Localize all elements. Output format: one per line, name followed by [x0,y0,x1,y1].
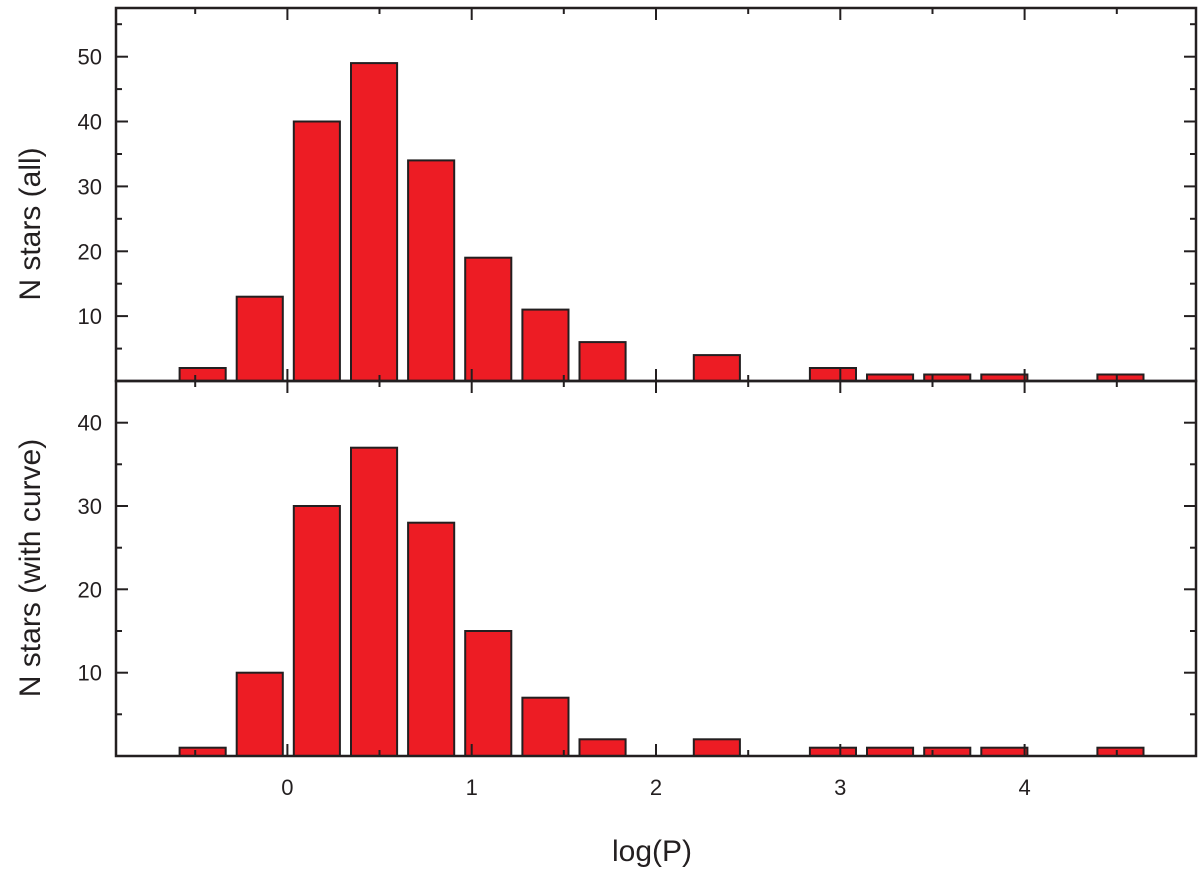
x-tick-label: 2 [650,775,662,800]
panel-bottom: 10 20 30 40 N stars (with curve) [14,379,1198,758]
bar-top-6 [521,308,570,383]
bar-top-7 [578,341,627,383]
bar-top-8 [692,354,741,383]
bars-top [178,62,1145,383]
panel-top: 10 20 30 40 50 N stars (all) [14,6,1198,383]
y-tick-label: 10 [78,661,102,686]
bar-bottom-8 [692,738,741,757]
y-tick-label: 20 [78,239,102,264]
y-tick-label: 40 [78,411,102,436]
bar-bottom-2 [292,505,341,757]
y-tick-labels-top: 10 20 30 40 50 [78,45,102,329]
x-axis-title: log(P) [612,835,692,868]
y-tick-label: 30 [78,174,102,199]
y-tick-label: 50 [78,45,102,70]
bar-top-4 [407,159,456,382]
x-tick-label: 1 [466,775,478,800]
bar-top-2 [292,120,341,382]
x-tick-label: 4 [1018,775,1030,800]
y-tick-label: 10 [78,304,102,329]
y-tick-label: 20 [78,577,102,602]
bars-bottom [178,446,1145,758]
bar-top-3 [350,62,399,382]
ticks-bottom [116,381,1196,756]
bar-bottom-6 [521,696,570,758]
x-tick-label: 3 [834,775,846,800]
plot-frame-bottom [114,379,1198,758]
bar-top-0 [178,367,227,382]
x-tick-label: 0 [281,775,293,800]
bar-bottom-7 [578,738,627,757]
bar-bottom-1 [235,671,284,758]
bar-bottom-4 [407,521,456,758]
x-tick-labels: 0 1 2 3 4 [281,775,1030,800]
bar-top-9 [808,367,858,382]
bar-bottom-5 [464,630,513,757]
bar-top-5 [464,256,513,383]
y-axis-title-bottom: N stars (with curve) [14,439,47,697]
y-tick-label: 40 [78,110,102,135]
y-tick-labels-bottom: 10 20 30 40 [78,411,102,686]
y-axis-title-top: N stars (all) [14,147,47,300]
bar-top-1 [235,295,284,383]
y-tick-label: 30 [78,494,102,519]
bar-bottom-3 [350,446,399,757]
